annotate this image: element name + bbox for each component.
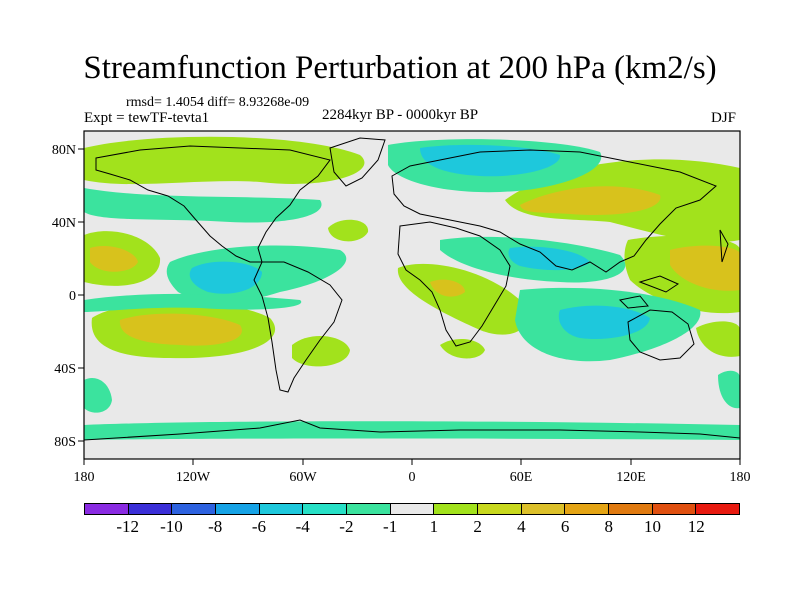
coastline-australia	[627, 309, 695, 361]
anomaly-region	[84, 188, 322, 223]
period-label: 2284kyr BP - 0000kyr BP	[322, 107, 479, 123]
anomaly-core	[508, 246, 590, 271]
anomaly-core	[558, 305, 650, 340]
negative-anomaly-cores	[189, 144, 650, 340]
anomaly-core	[670, 245, 740, 291]
anomaly-core	[189, 261, 262, 294]
axis-ticks	[78, 148, 741, 465]
anomaly-region	[84, 378, 112, 413]
coastline-south-america	[253, 261, 343, 393]
colorbar-label: -12	[116, 517, 140, 536]
lat-label: 0	[69, 289, 76, 304]
coastline-europe-asia	[391, 149, 717, 273]
colorbar-label: 4	[517, 517, 526, 536]
lat-label: 40S	[54, 362, 76, 377]
coastline-islands	[618, 229, 729, 309]
lon-label: 120E	[616, 470, 646, 485]
lon-label: 60W	[289, 470, 317, 485]
anomaly-region	[397, 263, 527, 335]
anomaly-core	[90, 245, 138, 272]
colorbar-label: -8	[208, 517, 223, 536]
colorbar-swatch	[521, 504, 566, 514]
colorbar-swatch	[478, 504, 522, 514]
anomaly-region	[696, 321, 740, 357]
lat-label: 80N	[52, 143, 76, 158]
coastline-antarctica	[84, 419, 740, 441]
colorbar-label: -1	[383, 517, 398, 536]
stats-label: rmsd= 1.4054 diff= 8.93268e-09	[126, 95, 310, 110]
colorbar-swatch	[303, 504, 348, 514]
colorbar-label: 12	[687, 517, 705, 536]
colorbar-swatch	[565, 504, 610, 514]
anomaly-region	[84, 421, 740, 440]
anomaly-core	[420, 144, 561, 177]
colorbar-label: 2	[473, 517, 482, 536]
lon-label: 120W	[176, 470, 211, 485]
colorbar-label: -10	[160, 517, 183, 536]
colorbar	[84, 503, 740, 515]
lat-label: 80S	[54, 435, 76, 450]
colorbar-swatch	[347, 504, 391, 514]
anomaly-region	[440, 338, 485, 359]
anomaly-region	[84, 293, 302, 312]
colorbar-label: 6	[560, 517, 570, 536]
experiment-label: Expt = tewTF-tevta1	[84, 110, 210, 126]
coastline-africa	[397, 221, 511, 347]
coastlines	[84, 137, 740, 441]
colorbar-label: 10	[644, 517, 662, 536]
colorbar-label: -4	[295, 517, 310, 536]
colorbar-swatch	[390, 504, 435, 514]
lon-label: 60E	[510, 470, 533, 485]
colorbar-label: 1	[429, 517, 439, 536]
colorbar-swatch	[216, 504, 260, 514]
lon-label: 180	[74, 470, 95, 485]
map-field	[84, 131, 740, 459]
colorbar-label: 8	[604, 517, 614, 536]
colorbar-swatch	[652, 504, 697, 514]
lon-label: 0	[409, 470, 416, 485]
colorbar-swatch	[609, 504, 653, 514]
colorbar-swatch	[259, 504, 304, 514]
colorbar-swatch	[128, 504, 173, 514]
coastline-greenland	[329, 137, 386, 187]
colorbar-label: -6	[251, 517, 267, 536]
positive-anomaly-cores	[90, 186, 740, 346]
negative-anomaly-regions	[84, 139, 740, 440]
colorbar-label: -2	[339, 517, 354, 536]
colorbar-swatch	[434, 504, 479, 514]
anomaly-core	[430, 279, 465, 297]
anomaly-core	[520, 186, 661, 216]
lon-label: 180	[730, 470, 751, 485]
figure-title: Streamfunction Perturbation at 200 hPa (…	[83, 50, 717, 86]
anomaly-region	[328, 219, 369, 242]
lat-label: 40N	[52, 216, 76, 231]
anomaly-region	[718, 370, 740, 409]
anomaly-core	[119, 313, 242, 346]
colorbar-swatch	[172, 504, 217, 514]
colorbar-swatch	[85, 504, 129, 514]
colorbar-swatch	[696, 504, 740, 514]
season-label: DJF	[711, 110, 737, 126]
